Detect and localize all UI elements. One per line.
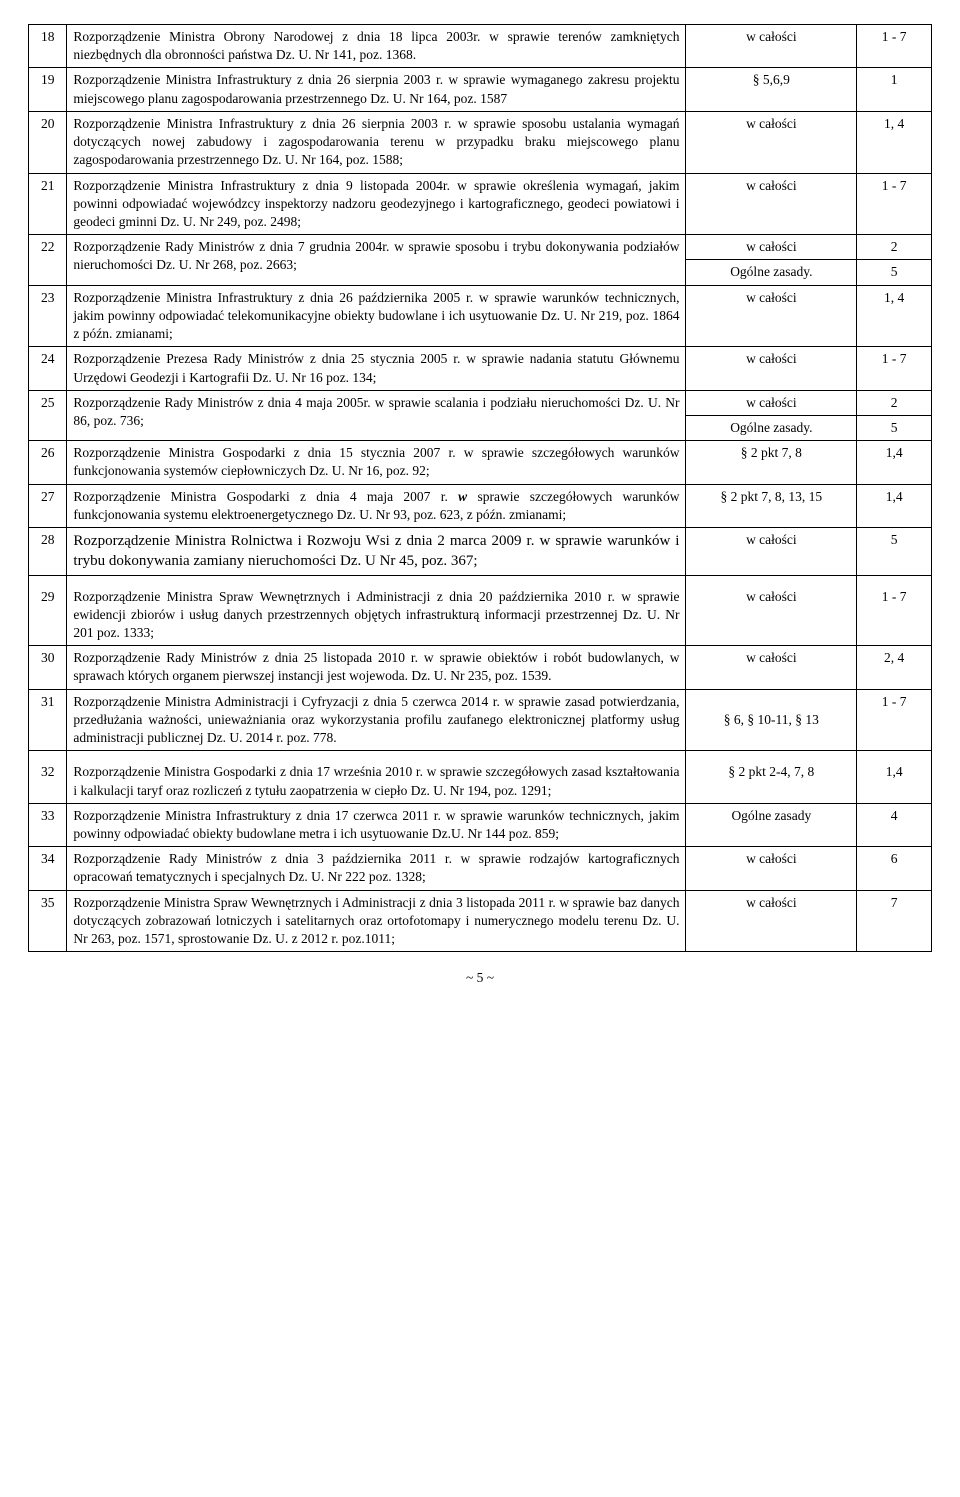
regulations-table: 18Rozporządzenie Ministra Obrony Narodow… [28, 24, 932, 952]
row-reference: § 5,6,9 [686, 68, 857, 111]
row-index: 2, 4 [857, 646, 932, 689]
row-index: 7 [857, 890, 932, 952]
row-number: 34 [29, 847, 67, 890]
row-index: 1 - 7 [857, 25, 932, 68]
table-row: 23Rozporządzenie Ministra Infrastruktury… [29, 285, 932, 347]
row-description: Rozporządzenie Ministra Gospodarki z dni… [67, 484, 686, 527]
row-reference: w całości [686, 111, 857, 173]
row-index: 5 [857, 415, 932, 440]
row-index: 1 - 7 [857, 173, 932, 235]
table-row: 26Rozporządzenie Ministra Gospodarki z d… [29, 441, 932, 484]
table-row: 28Rozporządzenie Ministra Rolnictwa i Ro… [29, 528, 932, 576]
row-index: 4 [857, 803, 932, 846]
row-description: Rozporządzenie Ministra Gospodarki z dni… [67, 441, 686, 484]
table-row: 22Rozporządzenie Rady Ministrów z dnia 7… [29, 235, 932, 260]
row-reference: w całości [686, 235, 857, 260]
row-number: 24 [29, 347, 67, 390]
row-number: 32 [29, 751, 67, 803]
row-description: Rozporządzenie Rady Ministrów z dnia 25 … [67, 646, 686, 689]
table-row: 27Rozporządzenie Ministra Gospodarki z d… [29, 484, 932, 527]
row-reference: w całości [686, 646, 857, 689]
row-reference: § 2 pkt 7, 8 [686, 441, 857, 484]
table-row: 21Rozporządzenie Ministra Infrastruktury… [29, 173, 932, 235]
row-index: 5 [857, 260, 932, 285]
row-number: 33 [29, 803, 67, 846]
row-description: Rozporządzenie Ministra Infrastruktury z… [67, 111, 686, 173]
row-index: 1,4 [857, 751, 932, 803]
row-index: 1,4 [857, 441, 932, 484]
row-index: 1, 4 [857, 285, 932, 347]
row-description: Rozporządzenie Rady Ministrów z dnia 7 g… [67, 235, 686, 285]
row-number: 27 [29, 484, 67, 527]
row-reference: w całości [686, 890, 857, 952]
row-number: 35 [29, 890, 67, 952]
row-description: Rozporządzenie Ministra Rolnictwa i Rozw… [67, 528, 686, 576]
table-row: 24Rozporządzenie Prezesa Rady Ministrów … [29, 347, 932, 390]
row-reference: w całości [686, 347, 857, 390]
table-row: 29Rozporządzenie Ministra Spraw Wewnętrz… [29, 575, 932, 646]
row-number: 28 [29, 528, 67, 576]
row-index: 1 - 7 [857, 347, 932, 390]
row-number: 30 [29, 646, 67, 689]
row-number: 18 [29, 25, 67, 68]
row-number: 22 [29, 235, 67, 285]
row-index: 2 [857, 390, 932, 415]
row-description: Rozporządzenie Rady Ministrów z dnia 3 p… [67, 847, 686, 890]
table-row: 18Rozporządzenie Ministra Obrony Narodow… [29, 25, 932, 68]
row-index: 1 [857, 68, 932, 111]
table-row: 35Rozporządzenie Ministra Spraw Wewnętrz… [29, 890, 932, 952]
page-number: ~ 5 ~ [28, 970, 932, 986]
row-description: Rozporządzenie Ministra Infrastruktury z… [67, 803, 686, 846]
row-reference: w całości [686, 528, 857, 576]
row-number: 29 [29, 575, 67, 646]
row-reference: w całości [686, 847, 857, 890]
row-number: 31 [29, 689, 67, 751]
row-reference: w całości [686, 25, 857, 68]
row-index: 1 - 7 [857, 689, 932, 751]
row-reference: Ogólne zasady [686, 803, 857, 846]
row-reference: § 6, § 10-11, § 13 [686, 689, 857, 751]
table-row: 34Rozporządzenie Rady Ministrów z dnia 3… [29, 847, 932, 890]
table-row: 19Rozporządzenie Ministra Infrastruktury… [29, 68, 932, 111]
row-description: Rozporządzenie Ministra Spraw Wewnętrzny… [67, 575, 686, 646]
row-reference: w całości [686, 390, 857, 415]
table-row: 25Rozporządzenie Rady Ministrów z dnia 4… [29, 390, 932, 415]
row-reference: w całości [686, 173, 857, 235]
row-description: Rozporządzenie Ministra Gospodarki z dni… [67, 751, 686, 803]
row-reference: § 2 pkt 7, 8, 13, 15 [686, 484, 857, 527]
row-description: Rozporządzenie Ministra Administracji i … [67, 689, 686, 751]
row-reference: w całości [686, 285, 857, 347]
row-reference: § 2 pkt 2-4, 7, 8 [686, 751, 857, 803]
row-description: Rozporządzenie Ministra Infrastruktury z… [67, 68, 686, 111]
row-index: 6 [857, 847, 932, 890]
row-reference: Ogólne zasady. [686, 260, 857, 285]
row-reference: w całości [686, 575, 857, 646]
row-number: 21 [29, 173, 67, 235]
row-reference: Ogólne zasady. [686, 415, 857, 440]
row-index: 1,4 [857, 484, 932, 527]
row-index: 2 [857, 235, 932, 260]
row-index: 1 - 7 [857, 575, 932, 646]
row-description: Rozporządzenie Ministra Obrony Narodowej… [67, 25, 686, 68]
row-number: 20 [29, 111, 67, 173]
row-index: 5 [857, 528, 932, 576]
row-description: Rozporządzenie Rady Ministrów z dnia 4 m… [67, 390, 686, 440]
row-description: Rozporządzenie Ministra Infrastruktury z… [67, 285, 686, 347]
table-row: 33Rozporządzenie Ministra Infrastruktury… [29, 803, 932, 846]
table-row: 20Rozporządzenie Ministra Infrastruktury… [29, 111, 932, 173]
row-index: 1, 4 [857, 111, 932, 173]
row-description: Rozporządzenie Ministra Spraw Wewnętrzny… [67, 890, 686, 952]
table-row: 32Rozporządzenie Ministra Gospodarki z d… [29, 751, 932, 803]
row-description: Rozporządzenie Prezesa Rady Ministrów z … [67, 347, 686, 390]
row-number: 25 [29, 390, 67, 440]
row-number: 23 [29, 285, 67, 347]
table-row: 31Rozporządzenie Ministra Administracji … [29, 689, 932, 751]
table-row: 30Rozporządzenie Rady Ministrów z dnia 2… [29, 646, 932, 689]
row-number: 26 [29, 441, 67, 484]
row-description: Rozporządzenie Ministra Infrastruktury z… [67, 173, 686, 235]
row-number: 19 [29, 68, 67, 111]
